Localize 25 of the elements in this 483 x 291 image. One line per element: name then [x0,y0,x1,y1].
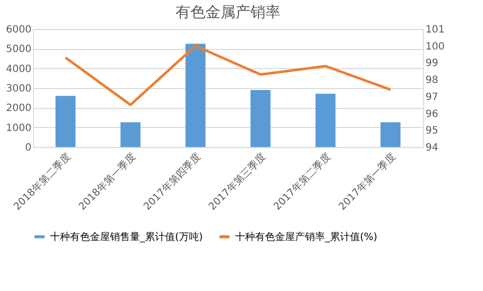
y2-tick-label: 101 [426,24,445,36]
legend-label: 十种有色金屋销售量_累计值(万吨) [50,230,203,243]
y2-tick-label: 96 [426,108,438,120]
y2-tick-label: 100 [426,41,445,52]
y2-tick-label: 99 [426,58,438,70]
y-tick-label: 4000 [6,64,32,75]
line-series [64,44,392,106]
bar [186,44,206,147]
bar [120,122,140,147]
y-tick-label: 6000 [6,24,32,36]
bar [250,90,270,147]
y-tick-label: 0 [25,142,32,154]
legend-label: 十种有色金屋产销率_累计值(%) [235,230,378,243]
y-tick-label: 2000 [6,103,32,114]
y2-tick-label: 95 [426,126,438,137]
y2-tick-label: 97 [426,92,438,103]
bar [380,122,400,147]
y-tick-label: 5000 [6,44,32,56]
y2-tick-label: 94 [426,142,438,154]
bar [56,96,76,147]
chart-title: 有色金属产销率 [176,3,280,21]
y-tick-label: 1000 [6,122,32,134]
bar [316,94,336,147]
y2-tick-label: 98 [426,75,438,86]
y-tick-label: 3000 [6,84,32,94]
